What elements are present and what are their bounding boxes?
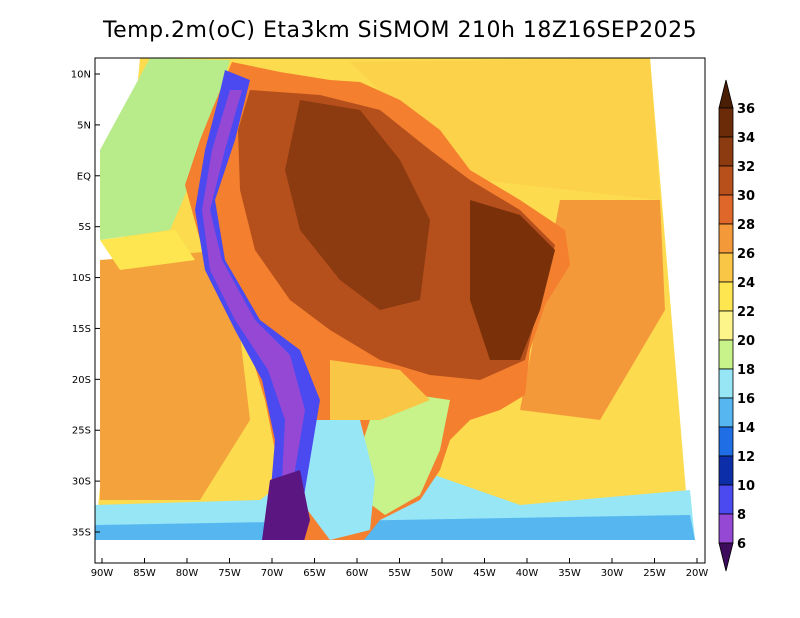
colorbar-label: 16: [737, 392, 755, 407]
colorbar-label: 14: [737, 421, 755, 436]
longitude-ticks: 90W 85W 80W 75W 70W 65W 60W 55W 50W 45W 40W 35W 30W 2…: [91, 558, 709, 579]
colorbar-label: 22: [737, 305, 755, 320]
colorbar-label: 36: [737, 102, 755, 117]
colorbar-swatch: [718, 484, 734, 515]
lon-tick-label: 60W: [346, 568, 369, 579]
lon-tick-label: 90W: [91, 568, 114, 579]
colorbar-label: 20: [737, 334, 755, 349]
lat-tick-label: 25S: [72, 426, 91, 437]
lat-tick-label: EQ: [77, 171, 91, 182]
pampas: [300, 420, 375, 540]
colorbar-swatch: [718, 310, 734, 341]
lat-tick-label: 5S: [78, 222, 91, 233]
colorbar-swatch: [718, 194, 734, 225]
colorbar-swatch: [718, 136, 734, 167]
colorbar-label: 18: [737, 363, 755, 378]
colorbar-bottom-arrow: [718, 542, 734, 572]
colorbar-swatch: [718, 397, 734, 428]
lon-tick-label: 45W: [473, 568, 496, 579]
south-brazil-cool: [360, 390, 450, 515]
colorbar-swatch: [718, 513, 734, 544]
colorbar-label: 6: [737, 537, 746, 552]
map-title: Temp.2m(oC) Eta3km SiSMOM 210h 18Z16SEP2…: [102, 18, 698, 43]
colorbar-label: 10: [737, 479, 755, 494]
lon-tick-label: 75W: [218, 568, 241, 579]
colorbar-swatch: [718, 252, 734, 283]
colorbar-label: 32: [737, 160, 755, 175]
southern-cold-belt: [95, 515, 695, 540]
colorbar-label: 24: [737, 276, 755, 291]
colorbar-swatch: [718, 339, 734, 370]
lon-tick-label: 80W: [176, 568, 199, 579]
lon-tick-label: 70W: [261, 568, 284, 579]
lon-tick-label: 40W: [516, 568, 539, 579]
ne-brazil-hot: [470, 200, 555, 360]
lon-tick-label: 65W: [303, 568, 326, 579]
colorbar-swatch: [718, 455, 734, 486]
continent: [185, 62, 570, 540]
colorbar-swatch: [718, 165, 734, 196]
chaco-warm: [330, 360, 430, 420]
colorbar-label: 28: [737, 218, 755, 233]
lon-tick-label: 55W: [388, 568, 411, 579]
colorbar-label: 12: [737, 450, 755, 465]
colorbar-label: 34: [737, 131, 755, 146]
pacific-warm-zone: [100, 250, 250, 500]
lon-tick-label: 25W: [643, 568, 666, 579]
andes-very-cold: [202, 90, 305, 540]
colorbar-label: 8: [737, 508, 746, 523]
atlantic-north: [350, 58, 660, 200]
colorbar-top-arrow: [718, 79, 734, 109]
lat-tick-label: 30S: [72, 477, 91, 488]
colorbar-label: 26: [737, 247, 755, 262]
lon-tick-label: 20W: [686, 568, 709, 579]
colorbar-swatch: [718, 426, 734, 457]
lat-tick-label: 15S: [72, 324, 91, 335]
lon-tick-label: 85W: [133, 568, 156, 579]
pacific-coastal-yellow: [100, 230, 195, 270]
hottest-core: [285, 100, 430, 310]
lat-tick-label: 35S: [72, 528, 91, 539]
lon-tick-label: 50W: [431, 568, 454, 579]
lat-tick-label: 10N: [71, 70, 91, 81]
latitude-ticks: 10N 5N EQ 5S 10S 15S 20S 25S 30S 35S: [71, 70, 100, 539]
colorbar-swatch: [718, 368, 734, 399]
colorbar: 36 34 32 30 28 26 24 22 20 18 16 14 12 10 8 6: [718, 79, 755, 572]
lon-tick-label: 30W: [601, 568, 624, 579]
colorbar-swatch: [718, 281, 734, 312]
lat-tick-label: 20S: [72, 375, 91, 386]
lon-tick-label: 35W: [558, 568, 581, 579]
colorbar-swatch: [718, 107, 734, 138]
colorbar-label: 30: [737, 189, 755, 204]
colorbar-swatch: [718, 223, 734, 254]
pacific-coastal-cool: [100, 58, 230, 240]
lat-tick-label: 10S: [72, 273, 91, 284]
patagonia-andes: [260, 470, 310, 540]
lat-tick-label: 5N: [77, 120, 91, 131]
